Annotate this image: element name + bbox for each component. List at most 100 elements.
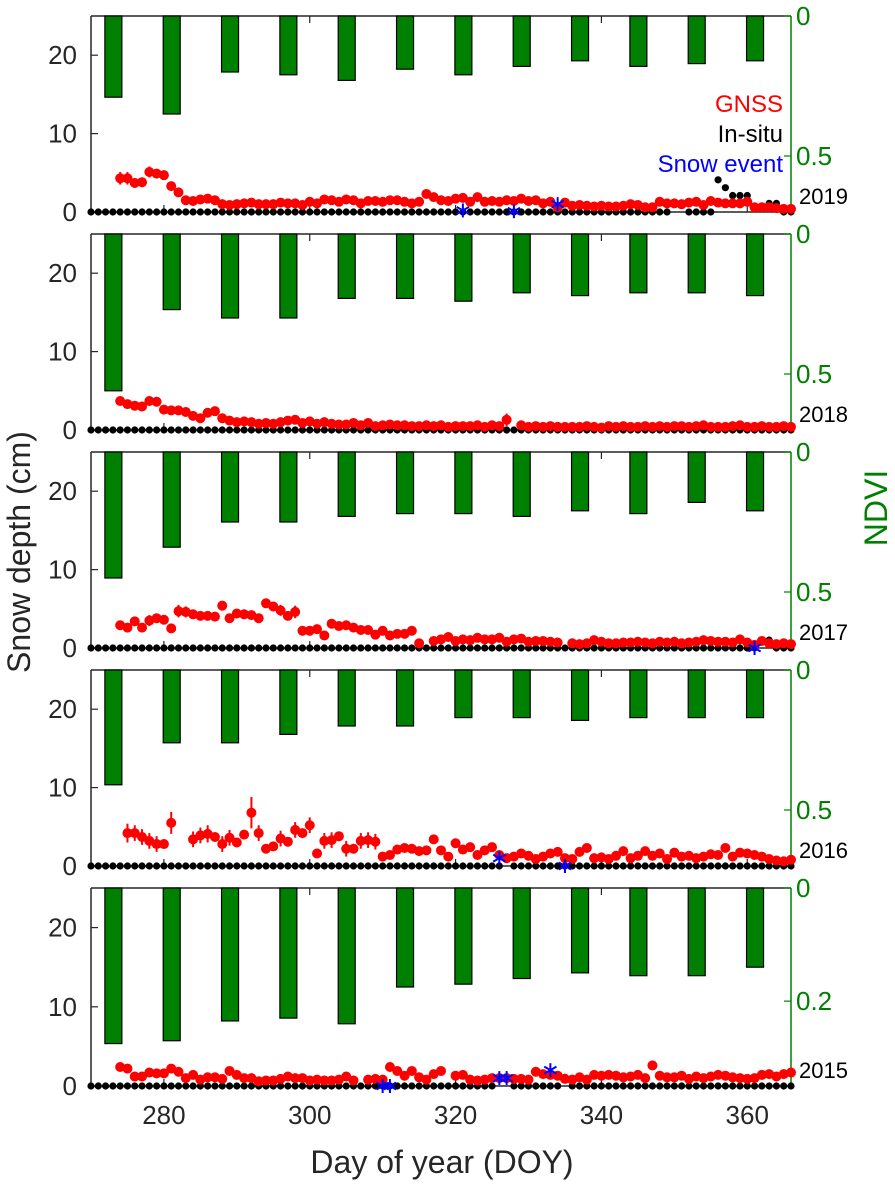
panel-2016-gnss-point: [355, 835, 366, 846]
panel-2018-gnss-point: [618, 421, 629, 432]
panel-2015-gnss-point: [370, 1073, 381, 1084]
legend-entry: GNSS: [715, 91, 783, 118]
panel-2019-gnss-point: [662, 198, 673, 209]
snow-event-stroke: [500, 1073, 514, 1083]
panel-2016-gnss-point: [436, 845, 446, 856]
panel-2015-gnss-point: [326, 1075, 337, 1086]
panel-2018-ndvi-bar: [687, 233, 706, 294]
panel-2019-insitu-point: [182, 208, 190, 216]
panel-2019-gnss-point: [589, 201, 600, 212]
panel-2016-gnss-point: [384, 850, 395, 861]
snow-event-stroke: [551, 199, 565, 209]
panel-2017-gnss-point: [129, 616, 140, 627]
panel-2019-insitu-point: [196, 208, 204, 216]
panel-2019-gnss-point: [450, 193, 461, 204]
panel-2017-insitu-point: [517, 644, 525, 652]
panel-2019-insitu-point: [269, 208, 277, 216]
panel-2017-ndvi-bar: [687, 451, 706, 504]
panel-2016-insitu-point: [291, 862, 299, 870]
panel-2017-gnss-point: [632, 636, 643, 647]
panel-2016-insitu-point: [87, 862, 95, 870]
panel-2019-insitu-point: [109, 208, 117, 216]
panel-2015-insitu-point: [247, 1082, 256, 1090]
panel-2018-insitu-point: [160, 426, 168, 434]
panel-2017-insitu-point: [357, 644, 365, 652]
panel-2019-insitu-point: [225, 208, 234, 216]
panel-2016-ndvi-bar: [104, 669, 123, 786]
panel-2016-insitu-point: [532, 862, 540, 870]
panel-2016-insitu-point: [225, 862, 234, 870]
panel-2018-gnss-point: [669, 421, 680, 432]
panel-2019-gnss-point: [603, 201, 614, 212]
panel-2015-ndvi-bar: [745, 887, 765, 968]
panel-2017-insitu-point: [371, 644, 379, 652]
panel-2016-insitu-point: [750, 862, 759, 870]
panel-2018-ndvi-bar: [512, 233, 531, 294]
panel-2019-gnss-point: [545, 196, 556, 207]
panel-2016-ytick-label: 0: [63, 851, 77, 881]
panel-2019-insitu-point: [357, 208, 365, 216]
panel-2019-gnss-point: [669, 198, 680, 209]
panel-2015-insitu-point: [284, 1082, 292, 1090]
panel-2018-gnss-point: [450, 421, 461, 432]
panel-2016-insitu-point: [619, 862, 627, 870]
panel-2019-insitu-point: [284, 208, 292, 216]
panel-2017-insitu-point: [145, 644, 153, 652]
panel-2019-ndvi-bar: [570, 15, 590, 62]
panel-2016-gnss-point: [282, 836, 293, 847]
panel-2015-insitu-point: [240, 1082, 248, 1090]
panel-2015-insitu-point: [94, 1082, 102, 1090]
panel-2019-gnss-point: [275, 197, 286, 208]
panel-2016-insitu-point: [328, 862, 336, 870]
panel-2016-insitu-point: [335, 862, 343, 870]
panel-2019-gnss-point: [436, 195, 446, 206]
panel-2017-ndvi-bar: [745, 451, 765, 512]
panel-2019-gnss-point: [166, 181, 177, 192]
panel-2017-insitu-point: [116, 644, 124, 652]
panel-2019-gnss-point: [261, 199, 271, 210]
panel-2019-year-label: 2019: [799, 184, 848, 209]
panel-2017-insitu-point: [240, 644, 248, 652]
panel-2018-gnss-point: [392, 420, 403, 431]
panel-2019-ytick-label: 0: [63, 197, 77, 227]
panel-2018-gnss-point: [676, 421, 687, 432]
panel-2018-gnss-point: [749, 421, 760, 432]
panel-2019-insitu-point: [218, 208, 226, 216]
panel-2016-insitu-point: [313, 862, 321, 870]
panel-2018-gnss-point: [559, 421, 570, 432]
panel-2015-gnss-point: [465, 1074, 476, 1085]
panel-2018-insitu-point: [174, 426, 183, 434]
panel-2016-insitu-point: [641, 862, 649, 870]
panel-2017-insitu-point: [342, 644, 350, 652]
panel-2018-insitu-point: [298, 426, 307, 434]
panel-2017-gnss-point: [662, 637, 673, 648]
panel-2019-insitu-point: [240, 208, 248, 216]
panel-2017-gnss-point: [764, 638, 775, 649]
panel-2015-insitu-point: [167, 1082, 175, 1090]
panel-2019-gnss-point: [720, 198, 731, 209]
panel-2015-insitu-point: [626, 1082, 635, 1090]
panel-2015-gnss-point: [312, 1074, 323, 1085]
panel-2017-gnss-point: [713, 636, 724, 647]
panel-2017-insitu-point: [400, 644, 409, 652]
panel-2016-gnss-point: [640, 846, 651, 857]
panel-2018-gnss-point: [151, 396, 162, 407]
panel-2016-gnss-point: [611, 850, 621, 861]
panel-2018-gnss-point: [538, 421, 549, 432]
panel-2015-insitu-point: [371, 1082, 379, 1090]
panel-2016-ndvi-tick-label: 0.5: [796, 795, 832, 825]
panel-2015-insitu-point: [699, 1082, 708, 1090]
panel-2015-insitu-point: [780, 1082, 788, 1090]
panel-2016-gnss-point: [771, 855, 782, 866]
panel-2018-ndvi-bar: [745, 233, 765, 297]
panel-2018-gnss-point: [144, 395, 155, 406]
panel-2019-insitu-point: [400, 208, 409, 216]
panel-2015-insitu-point: [532, 1082, 540, 1090]
panel-2015-insitu-point: [393, 1082, 401, 1090]
panel-2015-gnss-point: [713, 1069, 724, 1080]
panel-2018-gnss-point: [282, 415, 293, 426]
panel-2018-gnss-point: [771, 421, 782, 432]
panel-2016-ndvi-bar: [162, 669, 181, 744]
panel-2019-insitu-point: [430, 208, 438, 216]
panel-2016-insitu-point: [262, 862, 270, 870]
